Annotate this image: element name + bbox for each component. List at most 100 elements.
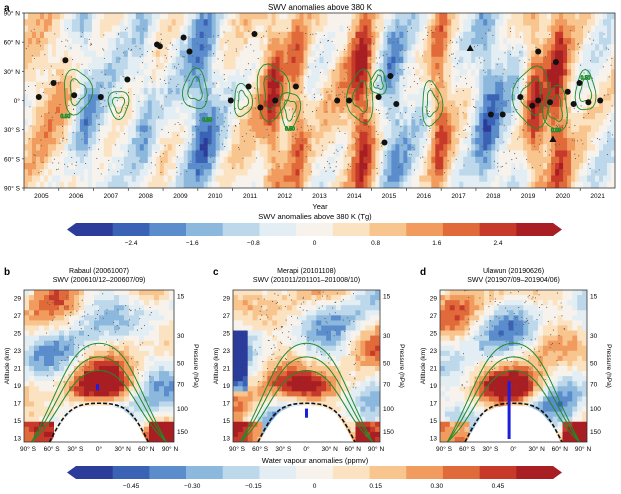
heat-cell	[255, 169, 260, 176]
heat-cell	[483, 100, 488, 108]
stipple-dot	[473, 106, 476, 108]
stipple-dot	[408, 153, 410, 155]
heat-cell	[539, 163, 544, 170]
heat-cell	[203, 56, 209, 64]
heat-cell	[315, 125, 320, 133]
heat-cell	[343, 144, 348, 151]
heat-cell	[335, 69, 340, 76]
heat-cell	[315, 113, 320, 120]
heat-cell	[143, 156, 149, 164]
heat-cell	[323, 25, 328, 33]
heat-cell	[79, 119, 85, 126]
stipple-dot	[323, 34, 325, 37]
heat-cell	[107, 19, 113, 26]
stipple-dot	[146, 50, 149, 53]
heat-cell	[359, 88, 364, 95]
heat-cell	[27, 169, 33, 176]
heat-cell	[311, 156, 316, 164]
heat-cell	[451, 31, 456, 39]
heat-cell	[47, 113, 53, 120]
heat-cell	[575, 150, 580, 158]
heat-cell	[523, 38, 528, 45]
heat-cell	[307, 31, 312, 39]
heat-cell	[427, 38, 432, 45]
heat-cell	[547, 75, 552, 83]
heat-cell	[127, 63, 133, 70]
heat-cell	[299, 156, 304, 164]
heat-cell	[99, 175, 105, 183]
stipple-dot	[123, 76, 125, 78]
heat-cell	[571, 19, 576, 26]
heat-cell	[27, 56, 33, 64]
heat-cell	[247, 169, 253, 176]
heat-cell	[83, 181, 89, 188]
stipple-dot	[377, 74, 379, 76]
heat-cell	[259, 25, 264, 33]
heat-cell	[459, 31, 464, 39]
stipple-dot	[321, 124, 323, 126]
heat-cell	[591, 69, 596, 76]
heat-cell	[359, 150, 364, 158]
heat-cell	[327, 119, 332, 126]
heat-cell	[575, 88, 580, 95]
heat-cell	[443, 38, 448, 45]
heat-cell	[599, 63, 604, 70]
heat-cell	[271, 156, 276, 164]
stipple-dot	[100, 103, 102, 105]
stipple-dot	[578, 52, 580, 54]
heat-cell	[263, 131, 268, 139]
stipple-dot	[610, 120, 612, 122]
heat-cell	[55, 156, 61, 164]
heat-cell	[115, 44, 121, 51]
heat-cell	[63, 169, 69, 176]
heat-cell	[579, 150, 584, 158]
heat-cell	[123, 56, 129, 64]
heat-cell	[235, 138, 241, 145]
heat-cell	[607, 181, 612, 188]
heat-cell	[351, 131, 356, 139]
heat-cell	[183, 156, 189, 164]
heat-cell	[43, 44, 49, 51]
heat-cell	[583, 44, 588, 51]
heat-cell	[559, 175, 564, 183]
heat-cell	[459, 163, 464, 170]
heat-cell	[563, 125, 568, 133]
heat-cell	[131, 106, 137, 114]
stipple-dot	[548, 82, 550, 84]
stipple-dot	[98, 139, 100, 141]
heat-cell	[583, 19, 588, 26]
heat-cell	[175, 106, 181, 114]
heat-cell	[31, 50, 37, 58]
heat-cell	[119, 169, 125, 176]
heat-cell	[131, 38, 137, 45]
heat-cell	[171, 125, 177, 133]
stipple-dot	[286, 62, 288, 64]
heat-cell	[219, 13, 225, 20]
heat-cell	[31, 119, 37, 126]
heat-cell	[595, 94, 600, 101]
heat-cell	[595, 69, 600, 76]
heat-cell	[483, 119, 488, 126]
heat-cell	[167, 31, 173, 39]
heat-cell	[179, 131, 185, 139]
heat-cell	[427, 106, 432, 114]
stipple-dot	[306, 104, 308, 106]
heat-cell	[487, 144, 492, 151]
stipple-dot	[576, 140, 579, 142]
heat-cell	[475, 106, 480, 114]
heat-cell	[595, 156, 600, 164]
heat-cell	[383, 106, 388, 114]
heat-cell	[579, 119, 584, 126]
heat-cell	[515, 81, 520, 89]
stipple-dot	[522, 78, 524, 80]
heat-cell	[511, 75, 516, 83]
stipple-dot	[156, 65, 158, 67]
heat-cell	[131, 81, 137, 89]
stipple-dot	[113, 85, 115, 87]
heat-cell	[259, 138, 264, 145]
heat-cell	[447, 25, 452, 33]
heat-cell	[79, 100, 85, 108]
heat-cell	[387, 69, 392, 76]
heat-cell	[187, 75, 193, 83]
heat-cell	[139, 50, 145, 58]
